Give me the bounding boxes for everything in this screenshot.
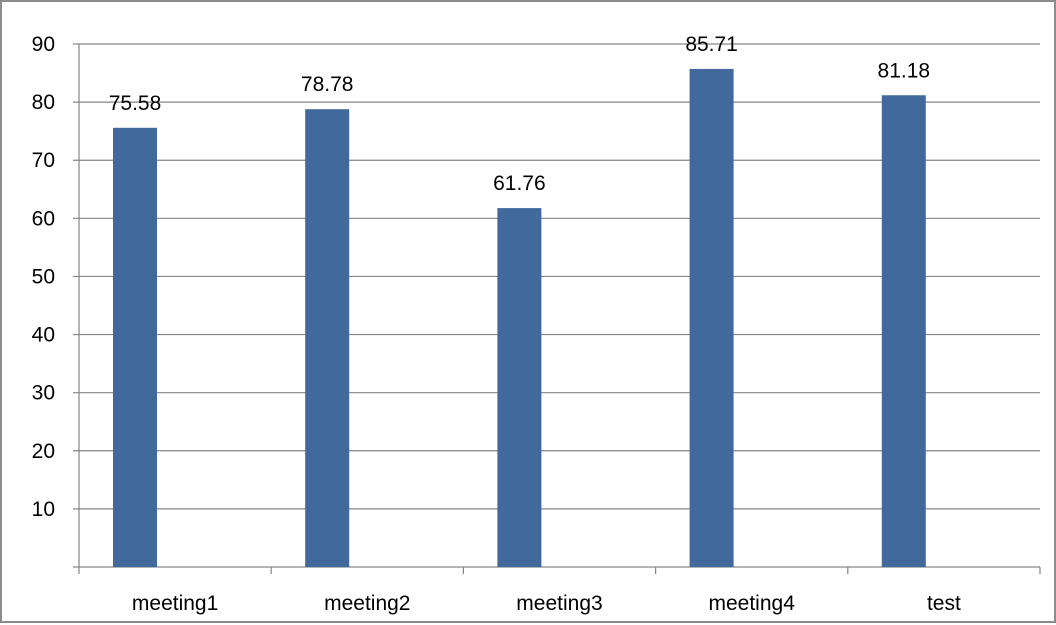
- data-label-meeting1: 75.58: [109, 92, 162, 115]
- data-label-meeting4: 85.71: [685, 33, 738, 56]
- x-tick-label-meeting4: meeting4: [709, 592, 796, 615]
- axes: [73, 44, 1041, 574]
- x-tick-label-meeting1: meeting1: [132, 592, 218, 615]
- y-tick-label: 90: [32, 33, 55, 56]
- y-tick-label: 30: [32, 382, 55, 405]
- bar-meeting1: [113, 127, 157, 568]
- bar-meeting4: [689, 68, 734, 568]
- y-tick-label: 50: [32, 265, 55, 288]
- x-tick-label-test: test: [927, 592, 961, 615]
- y-tick-label: 60: [32, 207, 55, 230]
- gridlines: [73, 43, 1040, 510]
- data-label-meeting3: 61.76: [493, 172, 546, 195]
- y-tick-label: 20: [32, 440, 55, 463]
- x-tick-label-meeting3: meeting3: [516, 592, 602, 615]
- bar-meeting2: [305, 109, 350, 567]
- bars: [113, 68, 926, 568]
- labels: 10 20 30 40 50 60 70 80 90 75.58 meeting1 78.78 meet…: [32, 33, 961, 615]
- y-tick-label: 70: [32, 149, 55, 172]
- data-label-meeting2: 78.78: [301, 73, 354, 96]
- y-tick-label: 10: [32, 498, 55, 521]
- bar-test: [881, 95, 926, 567]
- x-tick-label-meeting2: meeting2: [324, 592, 410, 615]
- y-tick-label: 40: [32, 324, 55, 347]
- data-label-test: 81.18: [878, 59, 931, 82]
- bar-meeting3: [497, 208, 542, 567]
- y-tick-label: 80: [32, 91, 55, 114]
